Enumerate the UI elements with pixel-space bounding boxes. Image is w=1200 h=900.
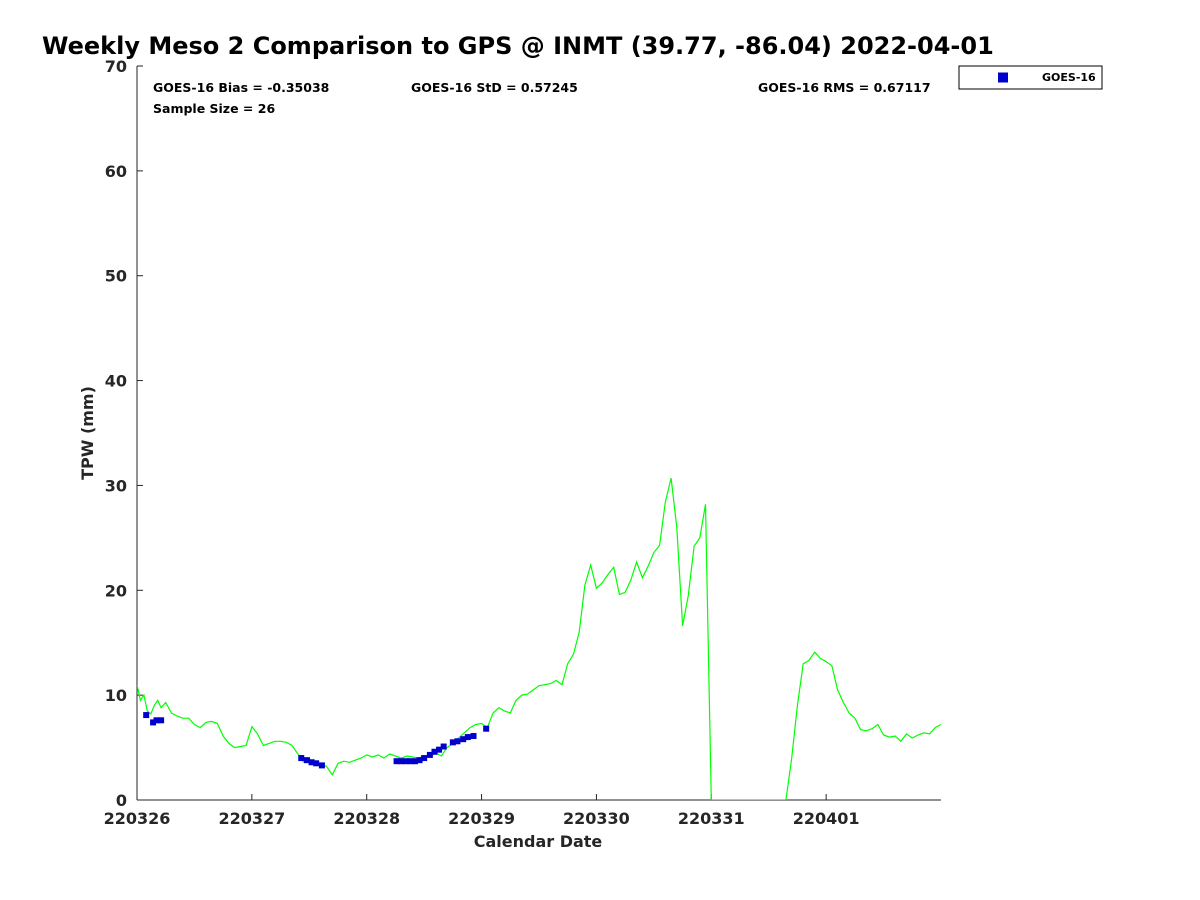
x-axis-label: Calendar Date <box>474 832 603 851</box>
y-tick-label: 20 <box>105 581 127 600</box>
bias-stat: GOES-16 Bias = -0.35038 <box>153 80 329 95</box>
goes16-point <box>440 743 447 750</box>
std-stat: GOES-16 StD = 0.57245 <box>411 80 578 95</box>
goes16-point <box>431 748 438 755</box>
goes16-point <box>470 733 477 740</box>
legend-box <box>958 65 1103 90</box>
goes16-point <box>303 757 310 764</box>
x-tick-label: 220329 <box>448 809 515 828</box>
x-tick-label: 220326 <box>104 809 171 828</box>
y-tick-label: 10 <box>105 686 127 705</box>
y-tick-label: 40 <box>105 372 127 391</box>
goes16-point <box>143 712 150 719</box>
x-tick-label: 220327 <box>218 809 285 828</box>
goes16-point <box>460 736 467 743</box>
y-axis-label: TPW (mm) <box>78 386 97 480</box>
goes16-point <box>411 758 418 765</box>
goes16-point <box>421 755 428 762</box>
goes16-point <box>454 738 461 745</box>
gps-tpw-line <box>137 477 941 800</box>
legend-label-goes16: GOES-16 <box>1042 71 1096 84</box>
x-tick-label: 220331 <box>678 809 745 828</box>
rms-stat: GOES-16 RMS = 0.67117 <box>758 80 931 95</box>
x-tick-label: 220330 <box>563 809 630 828</box>
goes16-point <box>308 759 315 766</box>
goes16-point <box>407 758 414 765</box>
goes16-point <box>398 758 405 765</box>
goes16-point <box>483 725 490 732</box>
goes16-point <box>464 734 471 741</box>
goes16-point <box>436 746 443 753</box>
sample-size-stat: Sample Size = 26 <box>153 101 275 116</box>
x-tick-label: 220328 <box>333 809 400 828</box>
goes16-point <box>318 762 325 769</box>
goes16-point <box>426 751 433 758</box>
goes16-point <box>313 760 320 767</box>
plot-area: 0 10 20 30 40 50 60 70 220326 220327 220328 220329 2… <box>104 57 941 828</box>
goes16-point <box>153 717 160 724</box>
legend: GOES-16 <box>958 65 1103 90</box>
goes16-point <box>416 757 423 764</box>
y-tick-label: 50 <box>105 267 127 286</box>
goes16-point <box>402 758 409 765</box>
y-tick-label: 70 <box>105 57 127 76</box>
x-tick-label: 220401 <box>793 809 860 828</box>
goes16-point <box>150 719 157 726</box>
y-tick-label: 0 <box>116 791 127 810</box>
goes16-point <box>393 758 400 765</box>
chart-title: Weekly Meso 2 Comparison to GPS @ INMT (… <box>42 32 994 60</box>
legend-marker-goes16 <box>998 72 1008 83</box>
y-tick-label: 30 <box>105 476 127 495</box>
goes16-point <box>158 717 165 724</box>
goes16-point <box>449 739 456 746</box>
y-tick-label: 60 <box>105 162 127 181</box>
goes16-point <box>298 755 305 762</box>
